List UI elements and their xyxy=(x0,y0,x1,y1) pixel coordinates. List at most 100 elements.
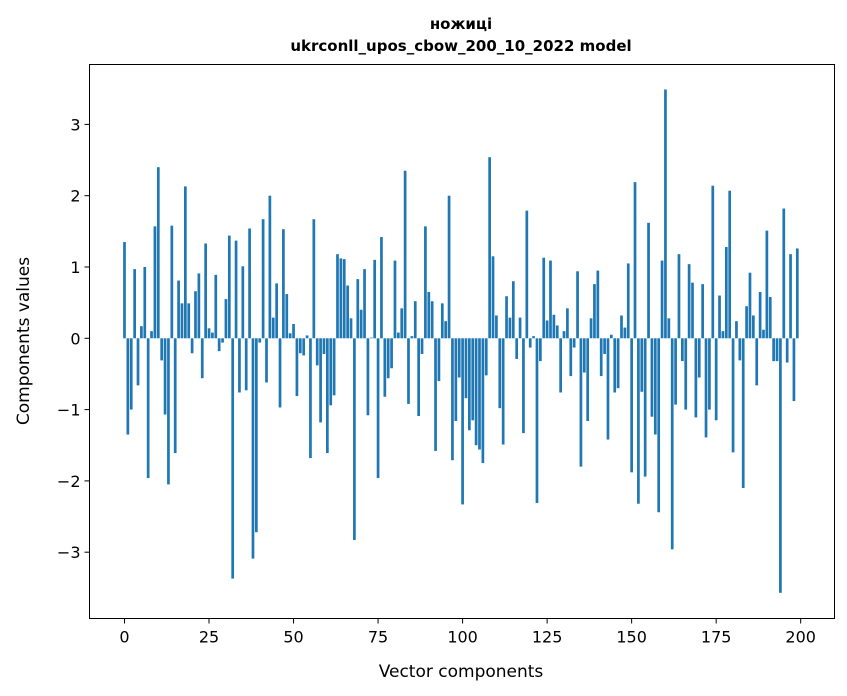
bar-47 xyxy=(282,229,285,339)
bar-189 xyxy=(762,329,765,339)
bar-108 xyxy=(488,157,491,339)
x-tick-label: 100 xyxy=(447,628,478,647)
bar-76 xyxy=(380,237,383,339)
bar-136 xyxy=(582,338,586,373)
bar-44 xyxy=(271,317,275,339)
bar-54 xyxy=(305,335,309,339)
y-tick-label: −2 xyxy=(57,472,81,491)
bar-149 xyxy=(626,263,630,339)
bar-19 xyxy=(187,303,191,339)
bar-5 xyxy=(140,326,143,339)
bar-118 xyxy=(522,338,525,434)
bar-121 xyxy=(532,336,535,339)
bar-6 xyxy=(143,266,147,339)
bar-99 xyxy=(457,338,461,378)
bar-55 xyxy=(309,338,312,459)
bar-164 xyxy=(677,254,681,339)
x-axis-ticks: 0 25 50 75 100 125 150 175 200 xyxy=(119,618,816,647)
bar-175 xyxy=(714,338,718,421)
bar-37 xyxy=(248,228,251,339)
bar-94 xyxy=(440,303,444,339)
bar-17 xyxy=(180,303,184,339)
bar-167 xyxy=(687,264,691,339)
bar-64 xyxy=(339,258,343,339)
bar-42 xyxy=(265,338,268,383)
bar-151 xyxy=(633,182,637,339)
bar-36 xyxy=(244,338,248,391)
bar-141 xyxy=(599,338,603,377)
bar-186 xyxy=(752,315,755,339)
bar-32 xyxy=(231,338,235,579)
y-axis-label: Components values xyxy=(14,257,34,425)
bar-105 xyxy=(478,338,481,450)
bar-3 xyxy=(133,269,136,339)
bar-153 xyxy=(640,338,644,392)
x-tick-label: 175 xyxy=(701,628,732,647)
x-tick-label: 150 xyxy=(616,628,647,647)
bar-77 xyxy=(383,338,387,397)
bar-25 xyxy=(207,328,211,339)
bar-134 xyxy=(576,271,579,339)
bar-119 xyxy=(525,210,529,339)
bar-199 xyxy=(795,248,799,339)
bar-66 xyxy=(346,285,349,339)
bar-194 xyxy=(779,338,782,593)
bar-107 xyxy=(484,338,488,376)
bar-181 xyxy=(735,321,738,339)
bar-53 xyxy=(302,338,306,356)
bar-113 xyxy=(505,296,508,339)
bar-179 xyxy=(728,190,732,339)
bar-173 xyxy=(708,338,711,410)
bar-166 xyxy=(684,338,688,410)
bar-103 xyxy=(471,338,475,421)
bar-22 xyxy=(197,273,201,339)
bar-170 xyxy=(697,338,701,378)
bar-117 xyxy=(518,317,522,339)
bar-88 xyxy=(420,338,424,354)
bar-123 xyxy=(539,338,542,362)
bar-82 xyxy=(400,308,404,339)
bar-130 xyxy=(562,331,566,339)
bar-67 xyxy=(349,318,353,339)
bar-195 xyxy=(782,208,786,339)
bar-154 xyxy=(643,338,647,477)
chart-title: ножиці xyxy=(430,15,492,33)
bar-62 xyxy=(332,338,336,396)
bar-40 xyxy=(258,338,262,343)
bar-13 xyxy=(167,338,170,485)
bar-145 xyxy=(613,338,617,393)
bar-182 xyxy=(738,338,742,361)
bar-144 xyxy=(610,334,613,339)
bar-188 xyxy=(758,291,762,339)
bar-39 xyxy=(254,338,258,533)
bar-128 xyxy=(555,325,559,339)
bar-112 xyxy=(501,338,505,445)
bar-183 xyxy=(741,338,745,489)
bar-160 xyxy=(664,89,667,339)
bar-91 xyxy=(430,301,434,339)
bar-69 xyxy=(356,279,360,339)
x-tick-label: 25 xyxy=(199,628,219,647)
bar-70 xyxy=(359,309,363,339)
bar-84 xyxy=(407,338,410,404)
bar-28 xyxy=(217,338,221,352)
bar-93 xyxy=(437,338,441,382)
bar-168 xyxy=(691,282,694,339)
bar-114 xyxy=(508,317,512,339)
bar-95 xyxy=(444,321,448,339)
bar-81 xyxy=(397,332,400,339)
bar-125 xyxy=(545,320,549,339)
bar-78 xyxy=(386,338,390,379)
x-tick-label: 0 xyxy=(119,628,129,647)
bar-137 xyxy=(586,338,590,421)
bar-48 xyxy=(285,294,289,339)
y-tick-label: 0 xyxy=(70,329,80,348)
bars xyxy=(123,89,799,593)
bar-115 xyxy=(511,281,515,339)
bar-122 xyxy=(535,338,539,503)
bar-98 xyxy=(454,338,458,421)
bar-50 xyxy=(292,324,295,339)
y-tick-label: −1 xyxy=(57,401,81,420)
bar-10 xyxy=(156,167,160,339)
